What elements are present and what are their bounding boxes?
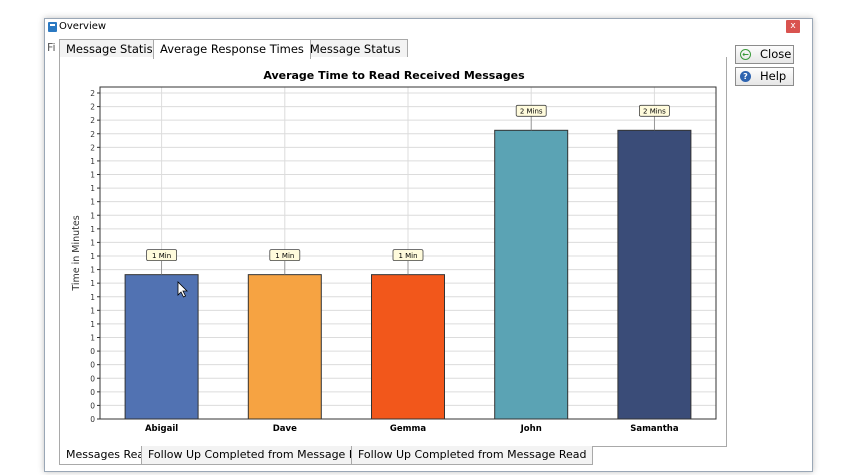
y-tick-label: 1 xyxy=(90,266,95,275)
data-label: 1 Min xyxy=(275,252,294,260)
y-tick-label: 1 xyxy=(90,279,95,288)
y-tick-label: 2 xyxy=(90,143,95,152)
category-label: Abigail xyxy=(145,424,178,434)
help-button-label: Help xyxy=(760,69,787,83)
bar-gemma xyxy=(371,274,445,420)
data-label: 2 Mins xyxy=(520,108,543,116)
category-label: Samantha xyxy=(630,424,679,434)
data-label-box xyxy=(639,104,670,117)
y-tick-label: 1 xyxy=(90,334,95,343)
y-tick-label: 1 xyxy=(90,211,95,220)
chart-y-ticks: 0 0 0 0 0 0 1 1 1 1 1 1 1 1 1 1 1 1 1 1 2 2 2 2 2 xyxy=(90,89,100,424)
help-icon: ? xyxy=(740,71,751,82)
y-tick-label: 2 xyxy=(90,89,95,98)
y-tick-label: 2 xyxy=(90,103,95,112)
category-label: Gemma xyxy=(390,424,426,434)
data-label-box xyxy=(392,249,424,262)
y-tick-label: 1 xyxy=(90,225,95,234)
y-tick-label: 2 xyxy=(90,130,95,139)
back-arrow-icon: ← xyxy=(740,49,751,60)
y-tick-label: 0 xyxy=(90,374,95,383)
y-tick-label: 1 xyxy=(90,252,95,261)
chart-data-labels: 1 Min 1 Min 1 Min 2 Mins 2 Mins xyxy=(146,104,670,275)
y-tick-label: 1 xyxy=(90,320,95,329)
y-tick-label: 0 xyxy=(90,361,95,370)
chart-panel: Average Time to Read Received Messages T… xyxy=(59,57,727,447)
category-label: John xyxy=(520,424,542,434)
bar-abigail xyxy=(124,274,199,420)
plot-frame xyxy=(99,86,717,420)
window-close-button[interactable]: x xyxy=(786,20,800,33)
y-tick-label: 0 xyxy=(90,415,95,424)
data-label-box xyxy=(146,249,177,262)
category-label: Dave xyxy=(273,424,297,434)
chart-category-labels: Abigail Dave Gemma John Samantha xyxy=(145,424,679,434)
data-label: 2 Mins xyxy=(643,108,666,116)
bar-dave xyxy=(247,274,322,420)
y-tick-label: 1 xyxy=(90,293,95,302)
help-button[interactable]: ? Help xyxy=(735,67,794,86)
overview-dialog: Overview x Fi Message Statistics Average… xyxy=(44,18,813,472)
menu-fragment: Fi xyxy=(47,41,56,54)
chart-title: Average Time to Read Received Messages xyxy=(263,69,525,82)
data-label: 1 Min xyxy=(152,252,171,260)
y-tick-label: 2 xyxy=(90,116,95,125)
tab-average-response-times[interactable]: Average Response Times xyxy=(153,39,311,59)
y-axis-label: Time in Minutes xyxy=(71,215,82,291)
data-label: 1 Min xyxy=(398,252,417,260)
y-tick-label: 0 xyxy=(90,347,95,356)
y-tick-label: 1 xyxy=(90,157,95,166)
y-tick-label: 0 xyxy=(90,401,95,410)
y-tick-label: 1 xyxy=(90,198,95,207)
app-icon xyxy=(48,22,57,32)
y-tick-label: 1 xyxy=(90,184,95,193)
bar-samantha xyxy=(617,129,692,420)
close-button[interactable]: ← Close xyxy=(735,45,794,64)
tab-follow-up-from-read[interactable]: Follow Up Completed from Message Read xyxy=(351,446,594,465)
data-label-box xyxy=(515,104,547,117)
y-tick-label: 1 xyxy=(90,238,95,247)
bar-john xyxy=(494,129,569,420)
chart-bars xyxy=(124,129,692,420)
title-bar: Overview x xyxy=(45,19,812,36)
window-title: Overview xyxy=(59,21,107,32)
data-label-box xyxy=(269,249,301,262)
mouse-cursor-icon xyxy=(177,281,188,298)
tab-message-statistics[interactable]: Message Statistics xyxy=(59,39,180,58)
y-tick-label: 0 xyxy=(90,388,95,397)
bar-chart: Average Time to Read Received Messages T… xyxy=(71,69,717,434)
y-tick-label: 1 xyxy=(90,171,95,180)
y-tick-label: 1 xyxy=(90,306,95,315)
close-button-label: Close xyxy=(760,47,792,61)
